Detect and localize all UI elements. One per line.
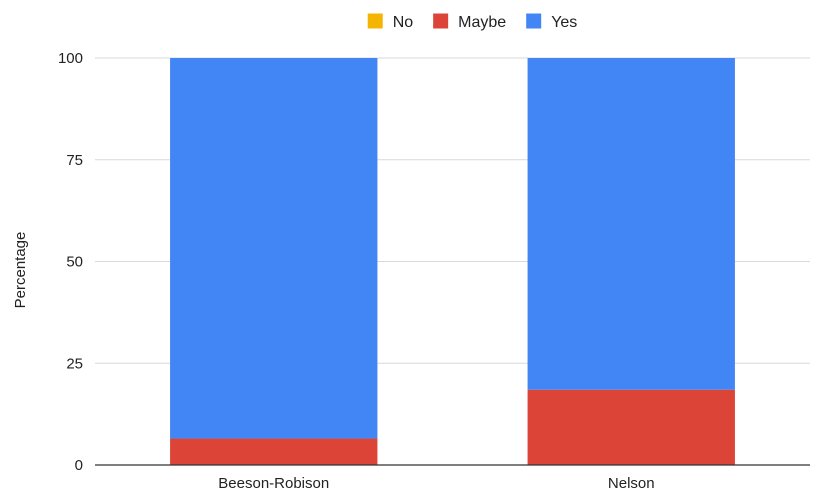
y-tick-label: 0 [75, 457, 83, 474]
y-tick-label: 25 [66, 355, 83, 372]
y-tick-label: 100 [58, 50, 83, 67]
legend-label: Maybe [458, 14, 506, 31]
legend-item: Yes [526, 13, 577, 31]
legend-item: No [367, 13, 414, 31]
legend-swatch [367, 13, 383, 29]
bars [170, 58, 735, 465]
bar-segment-yes [527, 58, 735, 390]
bar-segment-yes [170, 58, 378, 439]
axes: 0 25 50 75 100 Beeson-Robison Nelson [58, 50, 810, 490]
legend-label: No [393, 14, 414, 31]
x-tick-label: Beeson-Robison [218, 475, 329, 490]
bar-segment-maybe [170, 438, 378, 465]
legend-label: Yes [551, 14, 577, 31]
bar-segment-maybe [527, 389, 735, 465]
x-tick-label: Nelson [608, 475, 655, 490]
legend-swatch [526, 13, 542, 29]
y-tick-label: 50 [66, 254, 83, 271]
y-tick-label: 75 [66, 152, 83, 169]
legend: No Maybe Yes [367, 13, 577, 31]
y-axis-title: Percentage [12, 232, 29, 309]
legend-swatch [433, 13, 449, 29]
legend-item: Maybe [433, 13, 506, 31]
